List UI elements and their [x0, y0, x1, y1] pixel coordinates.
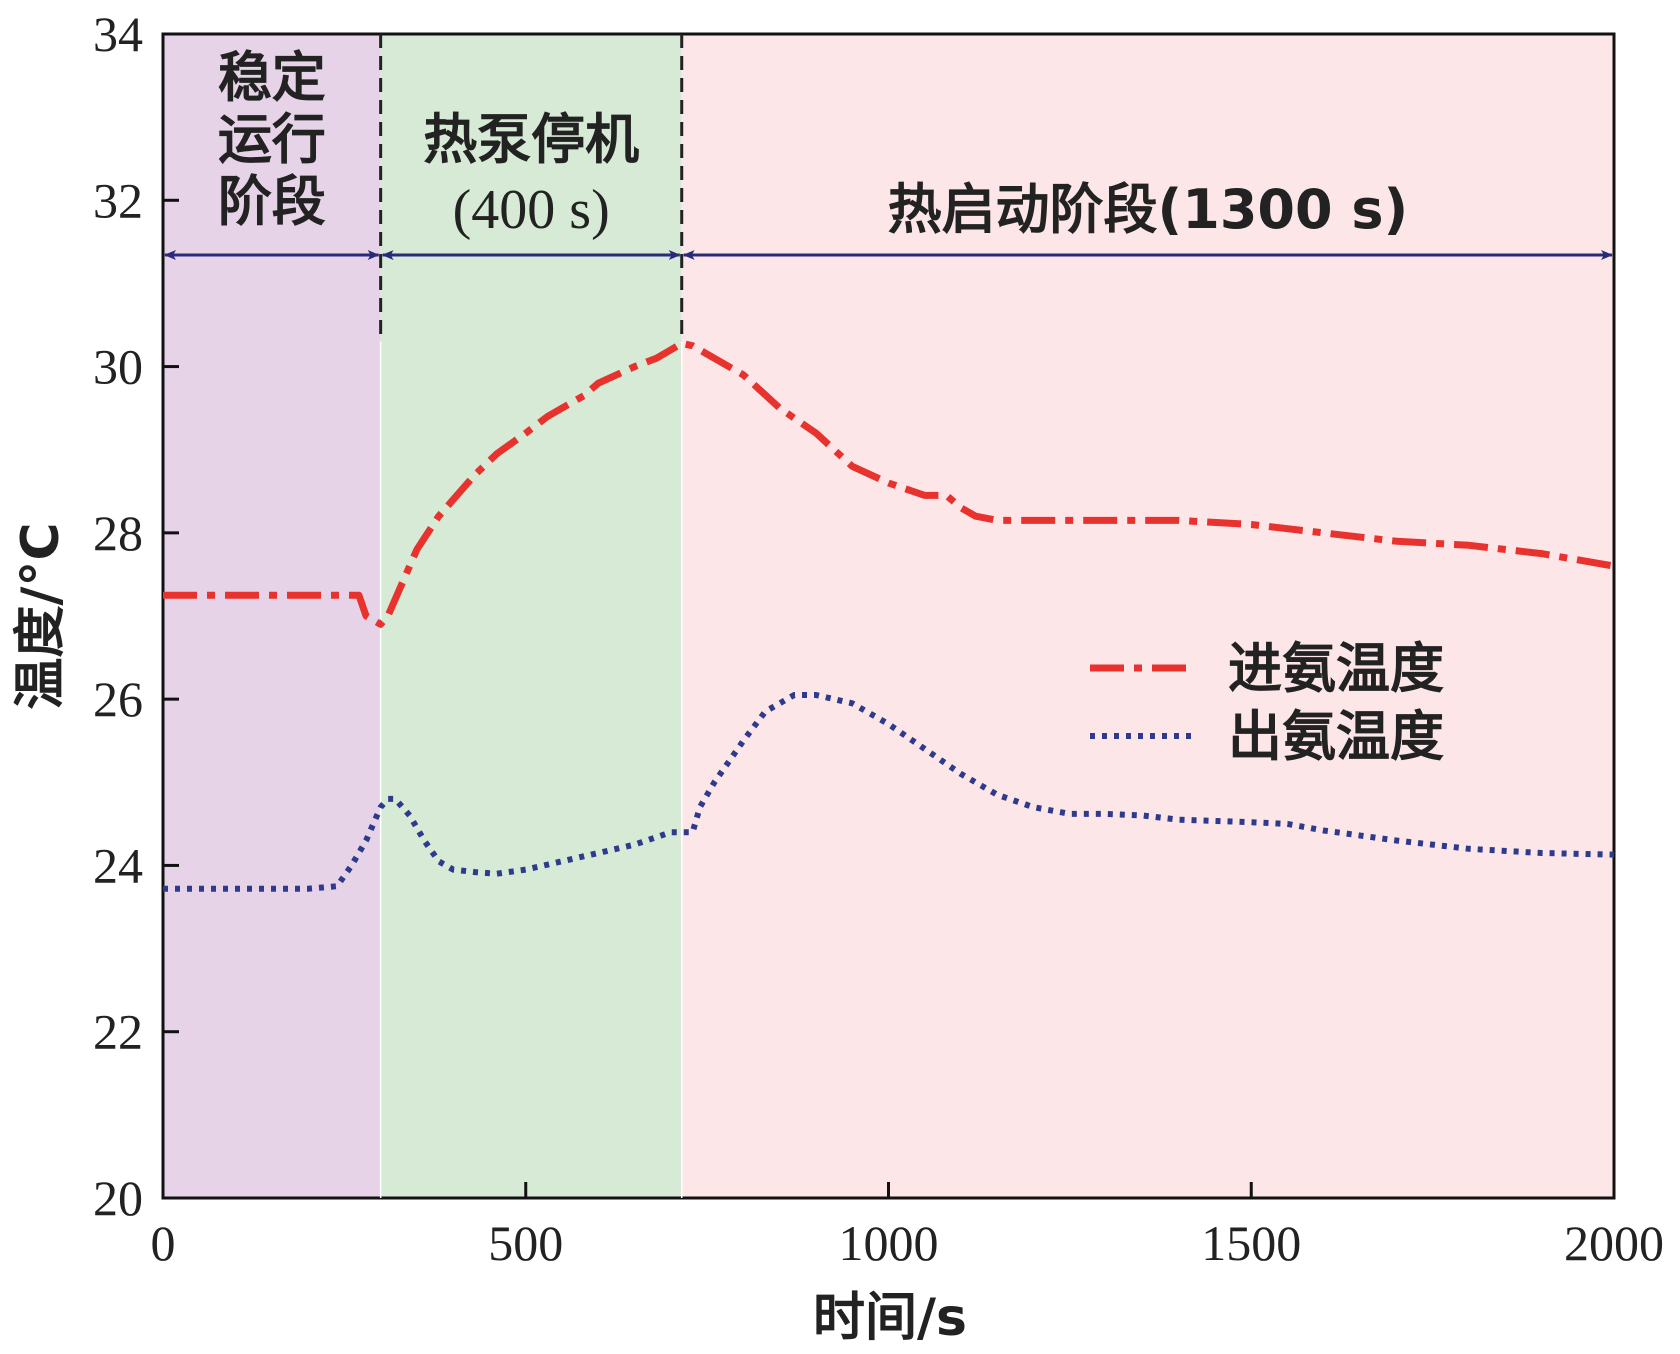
y-axis: 20 22 24 26 28 30 32 34 [93, 6, 179, 1226]
y-tick-label: 20 [93, 1170, 143, 1226]
phase-label-line: 阶段 [218, 170, 326, 233]
phase-label-line: (400 s) [453, 179, 610, 241]
y-tick-label: 22 [93, 1004, 143, 1060]
x-tick-label: 1000 [839, 1215, 939, 1271]
phase-background-0 [163, 34, 381, 1198]
y-tick-label: 30 [93, 339, 143, 395]
x-axis-title: 时间/s [813, 1288, 967, 1348]
series-line-0 [163, 339, 1615, 628]
phase-label-line: 热泵停机 [423, 108, 639, 171]
y-tick-label: 28 [93, 505, 143, 561]
series-line-1 [163, 692, 1615, 892]
phase-label-line: 热启动阶段(1300 s) [888, 178, 1409, 241]
x-tick-label: 2000 [1564, 1215, 1664, 1271]
legend-label-0: 进氨温度 [1228, 637, 1444, 700]
series-lines [163, 339, 1615, 892]
y-tick-label: 26 [93, 671, 143, 727]
x-axis-title-text: 时间/s [813, 1288, 967, 1348]
y-tick-label: 34 [93, 6, 143, 62]
phase-label-line: 稳定 [218, 46, 326, 109]
phase-background-2 [681, 34, 1614, 1198]
x-tick-label: 500 [488, 1215, 563, 1271]
x-axis: 0 500 1000 1500 2000 [151, 1182, 1664, 1271]
phase-backgrounds [163, 34, 1614, 1198]
phase-background-1 [380, 34, 682, 1198]
phase-label-line: 运行 [218, 108, 326, 171]
y-axis-title: 温度/°C [11, 522, 71, 709]
y-tick-label: 32 [93, 172, 143, 228]
legend-label-1: 出氨温度 [1228, 705, 1444, 768]
phase-dividers [379, 34, 684, 1198]
y-tick-label: 24 [93, 837, 143, 893]
x-tick-label: 1500 [1201, 1215, 1301, 1271]
x-tick-label: 0 [151, 1215, 176, 1271]
